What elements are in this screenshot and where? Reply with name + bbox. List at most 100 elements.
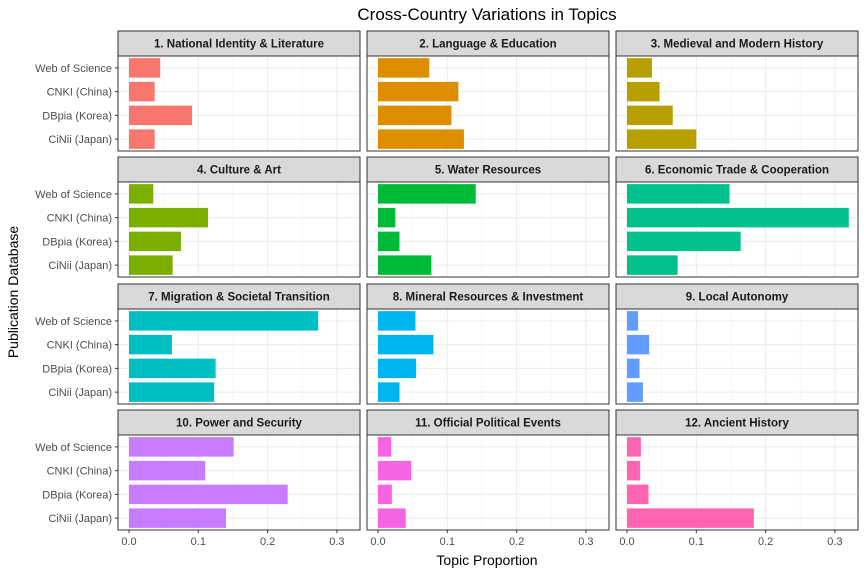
facet-9-bar-2: [627, 334, 650, 355]
facet-6-strip: [615, 156, 859, 183]
facet-3-bar-4: [627, 129, 697, 149]
facet-8-panel-border: [366, 308, 610, 405]
facet-11-strip-label: 11. Official Political Events: [415, 418, 561, 430]
facet-2-bar-4: [378, 129, 464, 149]
x-tick-label: 0.0: [370, 536, 385, 548]
x-tick-label: 0.1: [191, 536, 206, 548]
facet-11-bar-1: [378, 437, 392, 457]
facet-6-bar-2: [627, 207, 849, 228]
facet-1-bar-3: [129, 105, 193, 126]
facet-7-strip: [117, 283, 361, 310]
y-tick-label: DBpia (Korea): [42, 236, 112, 248]
y-tick-label: Web of Science: [35, 442, 112, 454]
y-tick-label: DBpia (Korea): [42, 489, 112, 501]
x-tick-label: 0.3: [827, 536, 842, 548]
y-tick-label: CiNii (Japan): [48, 513, 112, 525]
facet-8: 8. Mineral Resources & Investment: [366, 283, 610, 405]
y-axis-title: Publication Database: [5, 226, 21, 359]
x-tick-label: 0.3: [329, 536, 344, 548]
facet-12-strip-label: 12. Ancient History: [685, 418, 789, 430]
facet-panels: 1. National Identity & Literature Web of …: [35, 30, 859, 548]
y-tick-label: Web of Science: [35, 316, 112, 328]
facet-10-bar-1: [129, 437, 234, 457]
facet-9-panel-bg: [616, 309, 858, 404]
facet-11-panel-bg: [367, 435, 609, 530]
facet-3-strip: [615, 30, 859, 57]
facet-7-strip-label: 7. Migration & Societal Transition: [148, 292, 329, 304]
facet-9-panel-border: [615, 308, 859, 405]
facet-12-strip: [615, 409, 859, 436]
x-tick-label: 0.0: [619, 536, 634, 548]
x-tick-label: 0.3: [578, 536, 593, 548]
x-axis-title: Topic Proportion: [436, 552, 537, 568]
facet-12-bar-2: [627, 460, 641, 481]
facet-2-bar-2: [378, 81, 459, 102]
facet-4-bar-4: [129, 255, 173, 275]
facet-4-strip: [117, 156, 361, 183]
facet-7: 7. Migration & Societal Transition Web of…: [35, 283, 361, 405]
facet-4-bar-1: [129, 184, 154, 204]
facet-1-panel-border: [117, 55, 361, 152]
chart-title: Cross-Country Variations in Topics: [357, 5, 616, 24]
y-tick-label: CiNii (Japan): [48, 387, 112, 399]
facet-1-bar-4: [129, 129, 155, 149]
facet-9-bar-3: [627, 358, 640, 379]
facet-8-bar-2: [378, 334, 434, 355]
facet-2-strip: [366, 30, 610, 57]
x-tick-label: 0.1: [689, 536, 704, 548]
facet-5-strip: [366, 156, 610, 183]
facet-9-strip: [615, 283, 859, 310]
facet-5-bar-2: [378, 207, 396, 228]
facet-8-bar-1: [378, 311, 416, 331]
facet-11-bar-4: [378, 508, 406, 528]
facet-11-strip: [366, 409, 610, 436]
facet-10: 10. Power and Security Web of Science CNKI…: [35, 409, 361, 548]
facet-8-bar-4: [378, 382, 400, 402]
facet-1: 1. National Identity & Literature Web of …: [35, 30, 361, 152]
facet-4-strip-label: 4. Culture & Art: [197, 165, 281, 177]
facet-8-bar-3: [378, 358, 417, 379]
facet-2-strip-label: 2. Language & Education: [419, 39, 556, 51]
facet-6-bar-3: [627, 231, 741, 252]
x-tick-label: 0.2: [260, 536, 275, 548]
facet-12-bar-3: [627, 484, 649, 505]
facet-11-bar-2: [378, 460, 412, 481]
y-tick-label: Web of Science: [35, 63, 112, 75]
facet-10-bar-2: [129, 460, 206, 481]
y-tick-label: DBpia (Korea): [42, 110, 112, 122]
facet-10-bar-3: [129, 484, 288, 505]
facet-9: 9. Local Autonomy: [615, 283, 859, 405]
y-tick-label: CNKI (China): [47, 466, 112, 478]
facet-8-strip-label: 8. Mineral Resources & Investment: [393, 292, 584, 304]
facet-2: 2. Language & Education: [366, 30, 610, 152]
facet-6-strip-label: 6. Economic Trade & Cooperation: [645, 165, 829, 177]
y-tick-label: DBpia (Korea): [42, 363, 112, 375]
facet-1-strip: [117, 30, 361, 57]
facet-3-bar-2: [627, 81, 660, 102]
y-tick-label: CNKI (China): [47, 213, 112, 225]
facet-9-bar-1: [627, 311, 639, 331]
facet-4-bar-2: [129, 207, 209, 228]
facet-3-bar-1: [627, 58, 652, 78]
facet-5-panel-border: [366, 181, 610, 278]
x-tick-label: 0.1: [440, 536, 455, 548]
facet-9-bar-4: [627, 382, 643, 402]
facet-1-bar-1: [129, 58, 161, 78]
facet-6: 6. Economic Trade & Cooperation: [615, 156, 859, 278]
facet-11: 11. Official Political Events 0.0 0.1 0.2 0.…: [366, 409, 610, 548]
facet-2-bar-3: [378, 105, 452, 126]
facet-10-panel-border: [117, 434, 361, 531]
facet-3-bar-3: [627, 105, 673, 126]
facet-12-bar-1: [627, 437, 641, 457]
y-tick-label: CNKI (China): [47, 340, 112, 352]
facet-7-bar-1: [129, 311, 319, 331]
facet-5-bar-1: [378, 184, 476, 204]
facet-7-bar-4: [129, 382, 215, 402]
facet-6-bar-1: [627, 184, 730, 204]
facet-8-strip: [366, 283, 610, 310]
y-tick-label: CNKI (China): [47, 87, 112, 99]
facet-4-panel-border: [117, 181, 361, 278]
facet-3-panel-border: [615, 55, 859, 152]
x-tick-label: 0.2: [758, 536, 773, 548]
